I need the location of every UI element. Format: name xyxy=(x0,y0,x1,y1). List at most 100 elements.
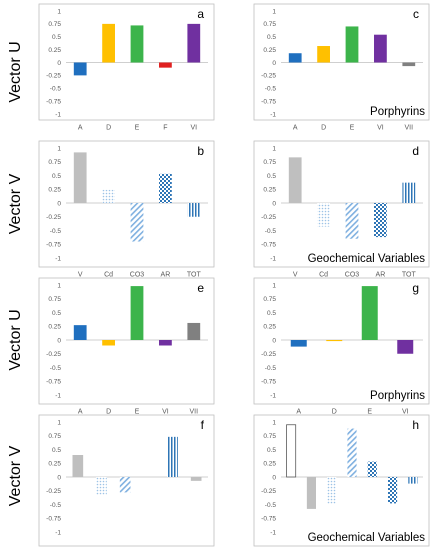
x-tick-label: TOT xyxy=(402,272,417,279)
row-label-2: Vector V xyxy=(7,173,24,234)
panel-letter: b xyxy=(197,144,204,158)
bar-vi xyxy=(374,34,387,63)
x-tick-label: Cd xyxy=(104,272,113,279)
y-tick-label: 1 xyxy=(57,8,61,15)
x-tick-label: D xyxy=(106,125,111,132)
bar-e xyxy=(130,25,144,63)
y-tick-label: -0.25 xyxy=(261,214,276,221)
y-tick-label: -0.5 xyxy=(265,86,277,93)
y-tick-label: 0.25 xyxy=(48,47,61,54)
y-tick-label: 0.5 xyxy=(267,310,276,317)
x-tick-label: VI xyxy=(377,125,384,132)
y-tick-label: 0.25 xyxy=(263,324,276,331)
y-tick-label: 0.5 xyxy=(52,310,61,317)
y-tick-label: 0.75 xyxy=(263,296,276,303)
x-tick-label: AR xyxy=(376,272,386,279)
panel-letter: c xyxy=(413,7,419,21)
y-tick-label: 0.25 xyxy=(263,47,276,54)
y-tick-label: 0.75 xyxy=(48,21,61,28)
y-tick-label: -0.5 xyxy=(265,228,277,235)
y-tick-label: -0.5 xyxy=(50,86,62,93)
y-tick-label: 0.25 xyxy=(48,187,61,194)
bar-d xyxy=(102,340,115,346)
x-tick-label: D xyxy=(332,409,337,416)
y-tick-label: -0.75 xyxy=(46,379,61,386)
panel-note: Porphyrins xyxy=(370,106,425,118)
bar-co xyxy=(96,477,107,495)
bar-me xyxy=(190,477,202,481)
bar-vii xyxy=(187,322,201,340)
y-tick-label: 0 xyxy=(57,474,61,481)
y-tick-label: 0 xyxy=(57,200,61,207)
bar-e xyxy=(361,286,378,340)
panel-letter: d xyxy=(412,144,419,158)
x-tick-label: VI xyxy=(190,125,197,132)
panel-frame xyxy=(253,140,430,268)
panel-frame xyxy=(38,277,215,405)
y-tick-label: 1 xyxy=(57,419,61,426)
y-tick-label: -0.75 xyxy=(46,98,61,105)
y-tick-label: 0 xyxy=(57,337,61,344)
panel-c: 1 0.75 0.5 0.25 0 -0.25 -0.5 -0.75 -1 A D E VI VII c Po… xyxy=(253,3,430,132)
bar-d xyxy=(317,46,330,63)
y-tick-label: 0.5 xyxy=(267,34,276,41)
panel-f: 10.750.50.250-0.25-0.5-0.75-1VCOCO3ARTOT… xyxy=(38,414,215,547)
bar-vi xyxy=(397,340,414,354)
y-tick-label: -0.75 xyxy=(261,98,276,105)
x-tick-label: TOT xyxy=(187,272,202,279)
panel-a: 1 0.75 0.5 0.25 0 -0.25 -0.5 -0.75 -1 A D E F VI a xyxy=(38,3,215,132)
bar-tot xyxy=(408,477,418,484)
x-tick-label: A xyxy=(293,125,298,132)
panel-letter: f xyxy=(201,418,205,432)
y-tick-label: 0.75 xyxy=(48,433,61,440)
y-tick-label: -1 xyxy=(270,111,276,118)
bar-co3 xyxy=(345,203,359,239)
x-tick-label: CO3 xyxy=(130,272,145,279)
x-tick-label: VII xyxy=(405,125,414,132)
y-tick-label: 0.5 xyxy=(267,173,276,180)
y-tick-label: 1 xyxy=(272,145,276,152)
panel-frame xyxy=(38,140,215,268)
y-tick-label: -1 xyxy=(270,255,276,262)
x-tick-label: AR xyxy=(161,272,171,279)
y-tick-label: -1 xyxy=(55,255,61,262)
bar-f xyxy=(159,62,172,68)
y-tick-label: 1 xyxy=(57,145,61,152)
panels: 1 0.75 0.5 0.25 0 -0.25 -0.5 -0.75 -1 A D E F VI a 1 0.7… xyxy=(38,3,430,547)
x-tick-label: A xyxy=(78,125,83,132)
y-tick-label: -0.5 xyxy=(50,365,62,372)
bar-tot xyxy=(402,182,416,203)
y-tick-label: 0.75 xyxy=(263,433,276,440)
x-tick-label: VI xyxy=(162,409,169,416)
y-tick-label: 0 xyxy=(272,60,276,67)
y-tick-label: 0.75 xyxy=(263,21,276,28)
y-tick-label: 0.75 xyxy=(48,159,61,166)
x-tick-label: D xyxy=(106,409,111,416)
x-tick-label: A xyxy=(78,409,83,416)
panel-letter: a xyxy=(197,7,204,21)
y-tick-label: -0.5 xyxy=(50,228,62,235)
y-tick-label: 0.5 xyxy=(52,173,61,180)
bar-e xyxy=(345,26,359,63)
bar-vi xyxy=(159,340,172,346)
y-tick-label: -0.5 xyxy=(50,502,62,509)
bar-a xyxy=(73,325,87,340)
row-label-3: Vector U xyxy=(7,309,24,370)
bar-vii xyxy=(402,62,416,67)
y-tick-label: -0.25 xyxy=(46,73,61,80)
y-tick-label: 1 xyxy=(272,419,276,426)
y-tick-label: -0.25 xyxy=(261,351,276,358)
bar-co xyxy=(327,477,337,505)
panel-note: Porphyrins xyxy=(370,390,425,402)
y-tick-label: 0.25 xyxy=(263,187,276,194)
bar-al xyxy=(367,461,377,477)
panel-note: Geochemical Variables xyxy=(308,253,426,265)
y-tick-label: 1 xyxy=(272,282,276,289)
x-tick-label: E xyxy=(135,409,140,416)
bar-vi xyxy=(187,23,201,63)
x-tick-label: E xyxy=(367,409,372,416)
bar-ar xyxy=(159,173,172,203)
bar-e xyxy=(130,286,144,340)
panel-letter: g xyxy=(412,281,419,295)
